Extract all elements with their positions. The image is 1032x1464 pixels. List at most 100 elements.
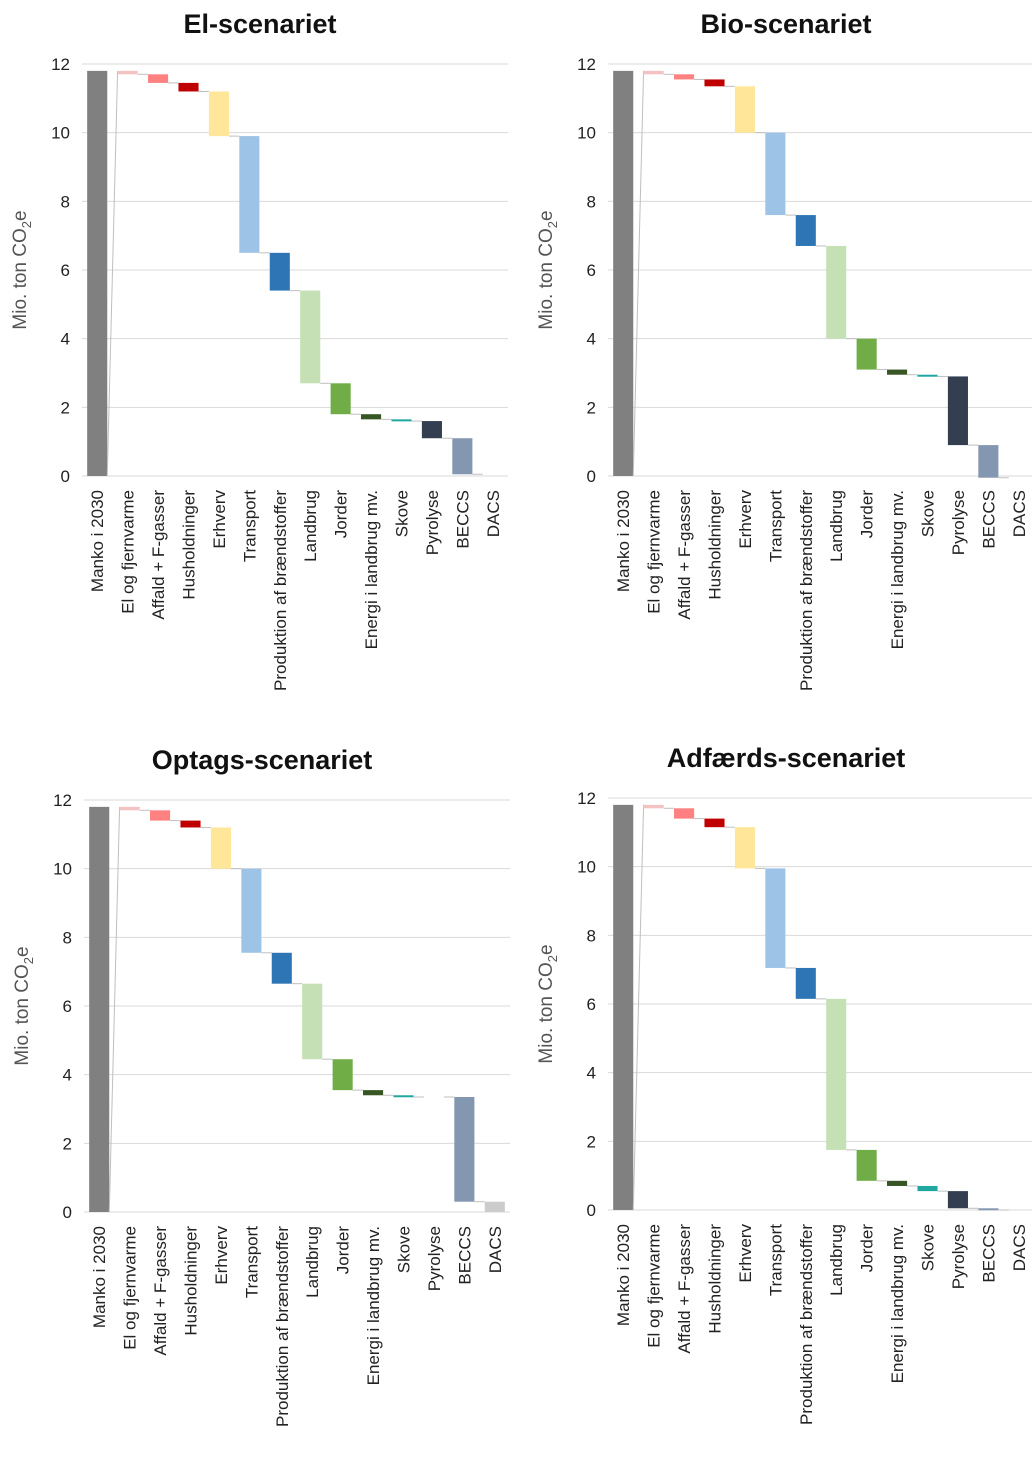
bar-11 xyxy=(917,1185,938,1192)
category-label: Produktion af brændstoffer xyxy=(271,490,290,691)
category-label: Jorder xyxy=(858,1224,877,1273)
connector-line xyxy=(106,70,119,477)
bar-5 xyxy=(734,86,755,133)
y-tick-label: 0 xyxy=(61,467,70,486)
bar-4 xyxy=(178,82,199,92)
category-label: El og fjernvarme xyxy=(121,1226,140,1350)
category-label: Erhverv xyxy=(210,490,229,549)
bar-10 xyxy=(361,414,382,420)
y-axis-label: Mio. ton CO2e xyxy=(536,944,560,1063)
category-label: El og fjernvarme xyxy=(119,490,138,614)
bar-3 xyxy=(674,808,695,819)
y-tick-label: 6 xyxy=(63,997,72,1016)
category-label: Transport xyxy=(766,1224,785,1296)
bar-3 xyxy=(150,810,171,821)
category-label: Affald + F-gasser xyxy=(149,490,168,620)
category-label: Transport xyxy=(240,490,259,562)
category-label: BECCS xyxy=(453,490,472,549)
bar-2 xyxy=(119,806,140,811)
bar-9 xyxy=(332,1059,353,1091)
category-label: Jorder xyxy=(332,490,351,539)
bar-7 xyxy=(271,952,292,984)
y-tick-label: 6 xyxy=(587,995,596,1014)
waterfall-chart: Optags-scenariet 0 2 4 6 8 10 12 Mio. ton CO2e Ma… xyxy=(12,745,510,1427)
category-label: Energi i landbrug mv. xyxy=(364,1226,383,1385)
bar-13 xyxy=(454,1096,475,1202)
category-label: Skove xyxy=(393,490,412,537)
category-label: BECCS xyxy=(979,1224,998,1283)
category-label: Produktion af brændstoffer xyxy=(797,1224,816,1425)
y-tick-label: 8 xyxy=(587,926,596,945)
y-tick-label: 2 xyxy=(63,1134,72,1153)
category-label: Husholdninger xyxy=(706,490,725,600)
category-label: DACS xyxy=(486,1226,505,1273)
category-label: Landbrug xyxy=(827,490,846,562)
y-tick-label: 12 xyxy=(53,791,72,810)
bar-13 xyxy=(978,1208,999,1211)
y-tick-label: 0 xyxy=(63,1203,72,1222)
category-label: Erhverv xyxy=(736,1224,755,1283)
bar-6 xyxy=(241,868,262,953)
bar-6 xyxy=(765,868,786,968)
category-label: Husholdninger xyxy=(180,490,199,600)
chart-title: Adfærds-scenariet xyxy=(667,743,906,773)
waterfall-chart: Adfærds-scenariet 0 2 4 6 8 10 12 Mio. ton CO2e M… xyxy=(536,743,1032,1425)
bar-7 xyxy=(269,252,290,291)
bar-1 xyxy=(89,806,110,1212)
y-tick-label: 4 xyxy=(587,330,596,349)
category-label: Transport xyxy=(766,490,785,562)
y-axis-label: Mio. ton CO2e xyxy=(10,210,34,329)
bar-9 xyxy=(856,1149,877,1181)
chart-panel-el: El-scenariet 0 2 4 6 8 10 12 Mio. ton CO2e Manko … xyxy=(0,0,516,728)
y-tick-label: 10 xyxy=(577,124,596,143)
y-tick-label: 0 xyxy=(587,467,596,486)
y-tick-label: 8 xyxy=(587,192,596,211)
bar-10 xyxy=(363,1090,384,1096)
bar-1 xyxy=(613,70,634,476)
category-label: Manko i 2030 xyxy=(90,1226,109,1328)
y-tick-label: 4 xyxy=(63,1066,72,1085)
category-label: DACS xyxy=(1010,1224,1029,1271)
bar-2 xyxy=(117,70,138,75)
category-label: Skove xyxy=(919,1224,938,1271)
category-label: Pyrolyse xyxy=(949,490,968,555)
y-tick-label: 12 xyxy=(577,789,596,808)
bar-8 xyxy=(826,245,847,339)
y-tick-label: 4 xyxy=(587,1064,596,1083)
bar-11 xyxy=(393,1095,414,1098)
bar-8 xyxy=(300,290,321,384)
bar-4 xyxy=(180,820,201,828)
chart-panel-bio: Bio-scenariet 0 2 4 6 8 10 12 Mio. ton CO2e Manko… xyxy=(526,0,1032,728)
category-label: El og fjernvarme xyxy=(645,1224,664,1348)
chart-title: Optags-scenariet xyxy=(152,745,373,775)
waterfall-chart: El-scenariet 0 2 4 6 8 10 12 Mio. ton CO2e Manko … xyxy=(10,9,508,691)
chart-panel-adfaerds: Adfærds-scenariet 0 2 4 6 8 10 12 Mio. ton CO2e M… xyxy=(526,734,1032,1462)
chart-title: Bio-scenariet xyxy=(700,9,871,39)
y-tick-label: 2 xyxy=(587,398,596,417)
category-label: Energi i landbrug mv. xyxy=(888,1224,907,1383)
waterfall-chart: Bio-scenariet 0 2 4 6 8 10 12 Mio. ton CO2e Manko… xyxy=(536,9,1032,691)
category-label: Pyrolyse xyxy=(425,1226,444,1291)
bar-12 xyxy=(421,421,442,439)
category-label: Husholdninger xyxy=(182,1226,201,1336)
category-label: BECCS xyxy=(455,1226,474,1285)
category-label: Erhverv xyxy=(736,490,755,549)
bar-4 xyxy=(704,818,725,828)
category-label: Manko i 2030 xyxy=(614,490,633,592)
category-label: Skove xyxy=(919,490,938,537)
y-tick-label: 12 xyxy=(577,55,596,74)
bar-9 xyxy=(856,338,877,370)
bar-5 xyxy=(210,827,231,869)
category-label: Pyrolyse xyxy=(949,1224,968,1289)
category-label: Husholdninger xyxy=(706,1224,725,1334)
bar-9 xyxy=(330,383,351,415)
y-tick-label: 8 xyxy=(61,192,70,211)
bar-14 xyxy=(484,1201,505,1212)
category-label: Affald + F-gasser xyxy=(675,490,694,620)
bar-1 xyxy=(87,70,108,476)
category-label: Manko i 2030 xyxy=(88,490,107,592)
y-tick-label: 2 xyxy=(61,398,70,417)
category-label: DACS xyxy=(1010,490,1029,537)
category-label: Affald + F-gasser xyxy=(151,1226,170,1356)
category-label: Landbrug xyxy=(827,1224,846,1296)
